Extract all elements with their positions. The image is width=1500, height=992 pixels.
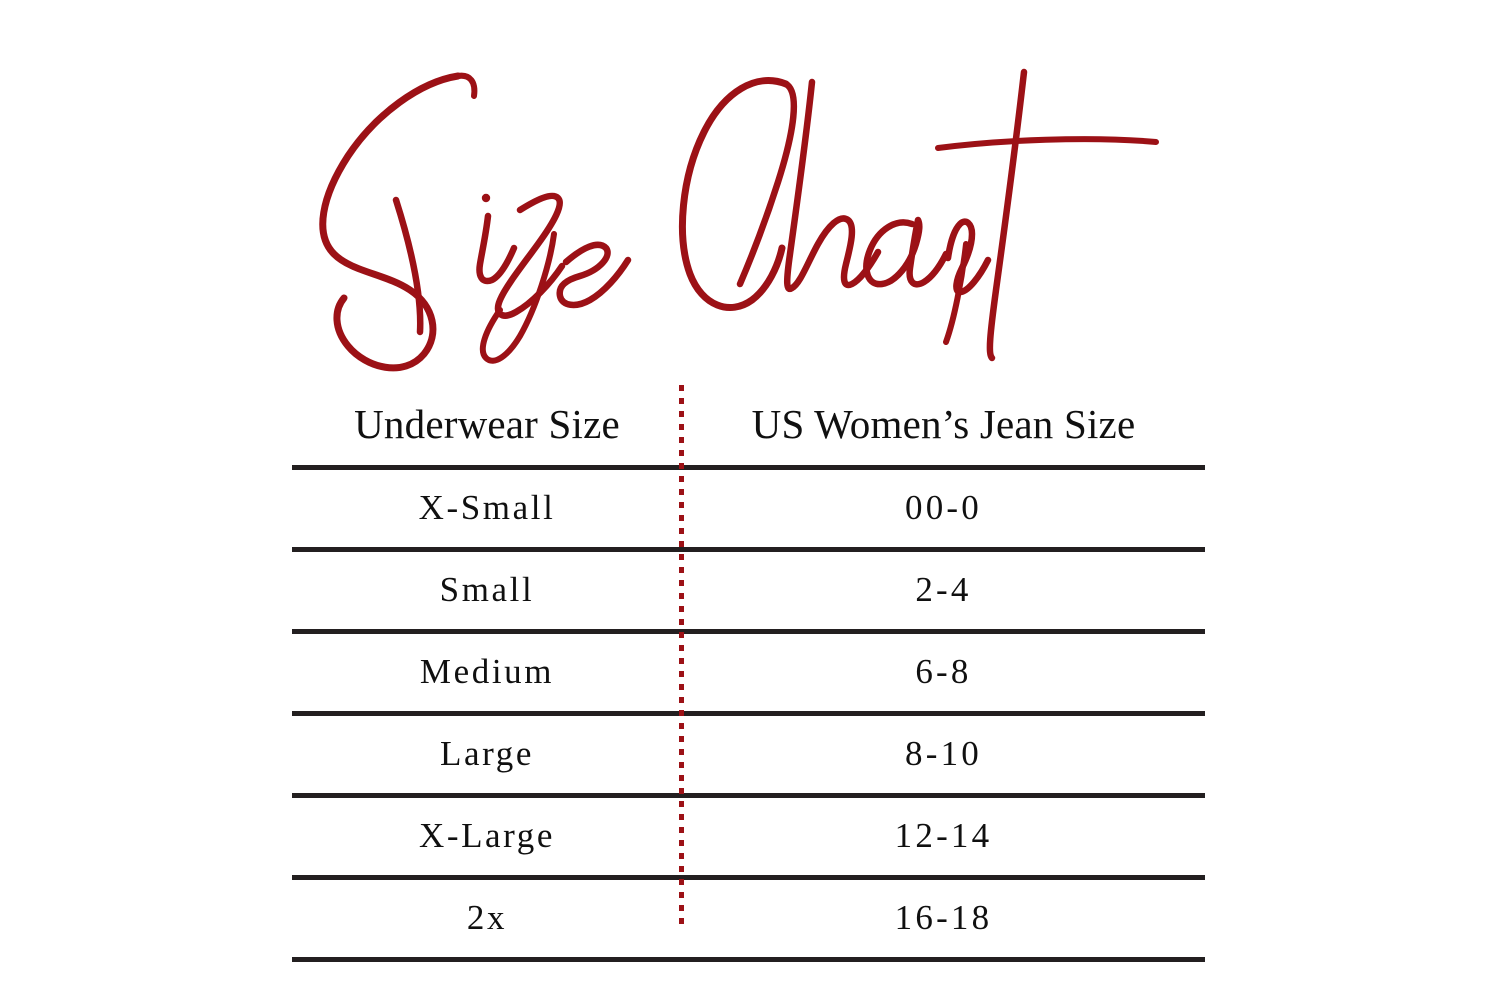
cell-underwear-size: Large [292, 711, 682, 796]
cell-jean-size: 8-10 [682, 711, 1205, 796]
cell-underwear-size: Small [292, 547, 682, 632]
column-header-jean-size: US Women’s Jean Size [751, 401, 1136, 448]
cell-underwear-size: 2x [292, 875, 682, 960]
cell-jean-size: 00-0 [682, 465, 1205, 550]
size-chart-script-title-icon [319, 68, 1159, 372]
cell-jean-size: 6-8 [682, 629, 1205, 714]
column-header-underwear-size: Underwear Size [354, 401, 620, 448]
page-title: Size Chart [0, 48, 1500, 378]
cell-jean-size: 12-14 [682, 793, 1205, 878]
table-row: Medium 6-8 [292, 629, 1205, 714]
table-row: Large 8-10 [292, 711, 1205, 796]
cell-jean-size: 16-18 [682, 875, 1205, 960]
table-row: Small 2-4 [292, 547, 1205, 632]
table-row: X-Small 00-0 [292, 465, 1205, 550]
cell-underwear-size: X-Large [292, 793, 682, 878]
table-header-row: Underwear Size US Women’s Jean Size [292, 385, 1205, 468]
cell-underwear-size: X-Small [292, 465, 682, 550]
table-row: X-Large 12-14 [292, 793, 1205, 878]
cell-underwear-size: Medium [292, 629, 682, 714]
size-table-container: Underwear Size US Women’s Jean Size X-Sm… [292, 385, 1205, 964]
table-bottom-rule-right [682, 957, 1205, 964]
table-row: 2x 16-18 [292, 875, 1205, 960]
cell-jean-size: 2-4 [682, 547, 1205, 632]
column-separator-dotted-line [679, 385, 684, 930]
table-bottom-rule-left [292, 957, 682, 964]
size-table: Underwear Size US Women’s Jean Size X-Sm… [292, 385, 1205, 964]
table-bottom-rule [292, 957, 1205, 964]
